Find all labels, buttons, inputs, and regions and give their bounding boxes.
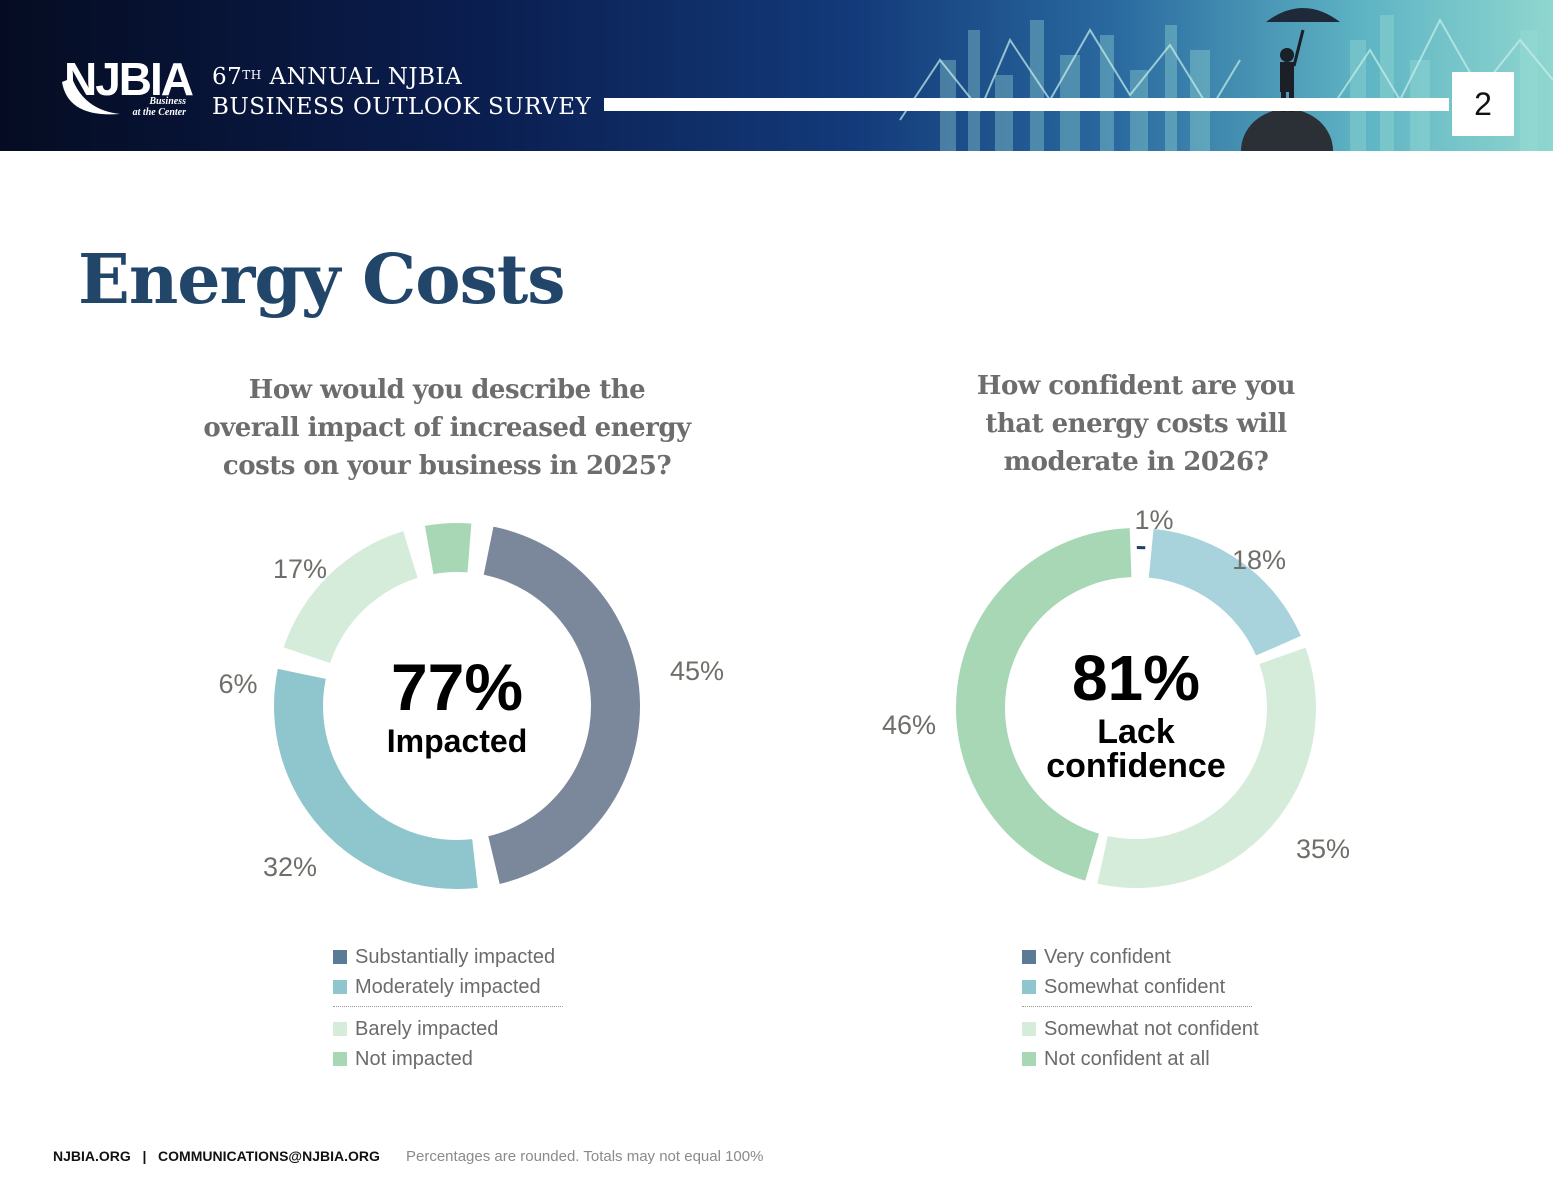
legend-item: Not confident at all xyxy=(1022,1044,1210,1074)
legend-swatch xyxy=(1022,980,1036,994)
donut-slice xyxy=(1097,647,1316,889)
donut-slice xyxy=(1136,546,1146,550)
center-value: 81% xyxy=(1072,642,1200,714)
legend-swatch xyxy=(1022,950,1036,964)
donut-slice xyxy=(483,526,641,884)
page-number: 2 xyxy=(1452,72,1514,136)
logo-swoosh-icon xyxy=(62,78,120,115)
chart-2-question: How confident are you that energy costs … xyxy=(976,371,1296,477)
data-label: 32% xyxy=(263,852,317,882)
donut-slice xyxy=(424,523,472,575)
legend-item: Very confident xyxy=(1022,942,1171,972)
donut-slice xyxy=(283,531,418,664)
legend-swatch xyxy=(1022,1052,1036,1066)
legend-swatch xyxy=(333,1022,347,1036)
donut-slice xyxy=(1148,528,1301,656)
logo-tagline: Business at the Center xyxy=(132,96,186,118)
legend-divider xyxy=(333,1006,563,1007)
legend-swatch xyxy=(333,980,347,994)
footer-contact-links[interactable]: NJBIA.ORG | COMMUNICATIONS@NJBIA.ORG xyxy=(53,1148,380,1164)
donut-slice xyxy=(956,528,1132,881)
survey-title: 67TH ANNUAL NJBIA BUSINESS OUTLOOK SURVE… xyxy=(212,64,592,120)
legend-item: Substantially impacted xyxy=(333,942,555,972)
chart-1-question: How would you describe the overall impac… xyxy=(203,375,691,481)
legend-item: Not impacted xyxy=(333,1044,473,1074)
rock-icon xyxy=(1241,109,1333,151)
data-label: 35% xyxy=(1296,834,1350,864)
data-label: 1% xyxy=(1134,505,1173,535)
header-banner: NJBIA Business at the Center 67TH ANNUAL… xyxy=(0,0,1553,151)
center-label: Lack xyxy=(1097,713,1175,751)
chart-1-legend: Substantially impacted Moderately impact… xyxy=(333,942,573,1082)
legend-item: Barely impacted xyxy=(333,1014,498,1044)
data-label: 46% xyxy=(882,710,936,740)
legend-item: Moderately impacted xyxy=(333,972,541,1002)
legend-swatch xyxy=(1022,1022,1036,1036)
njbia-logo[interactable]: NJBIA Business at the Center xyxy=(58,56,198,122)
data-label: 17% xyxy=(273,554,327,584)
legend-item: Somewhat confident xyxy=(1022,972,1225,1002)
center-value: 77% xyxy=(391,650,523,724)
donut-slice xyxy=(274,668,478,890)
legend-divider xyxy=(1022,1006,1252,1007)
center-label: Impacted xyxy=(387,723,527,759)
data-label: 18% xyxy=(1232,545,1286,575)
header-divider-bar xyxy=(604,98,1449,111)
header-background-graphic xyxy=(899,8,1553,151)
data-label: 6% xyxy=(218,669,257,699)
footer-note: Percentages are rounded. Totals may not … xyxy=(406,1148,764,1165)
center-label: confidence xyxy=(1046,747,1225,785)
legend-item: Somewhat not confident xyxy=(1022,1014,1259,1044)
data-label: 45% xyxy=(670,656,724,686)
legend-swatch xyxy=(333,950,347,964)
page-title: Energy Costs xyxy=(78,240,566,320)
chart-2-legend: Very confident Somewhat confident Somewh… xyxy=(1022,942,1262,1082)
logo-wordmark: NJBIA xyxy=(64,53,194,105)
legend-swatch xyxy=(333,1052,347,1066)
